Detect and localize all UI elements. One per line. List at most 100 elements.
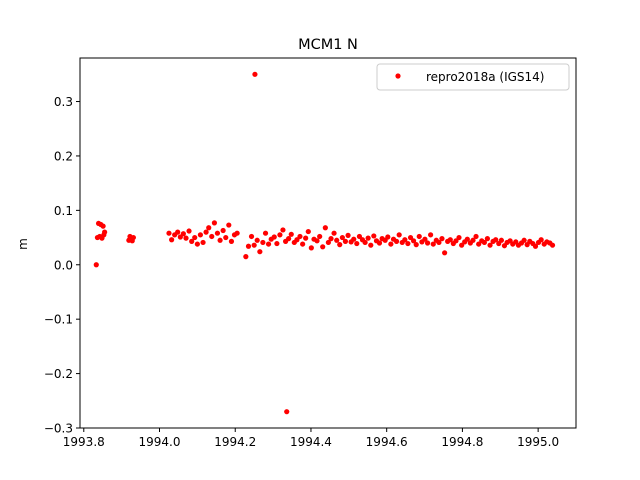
data-point	[337, 242, 343, 248]
data-point	[130, 234, 136, 241]
data-point	[214, 230, 221, 236]
x-tick-label: 1995.0	[517, 435, 559, 449]
x-tick-label: 1994.2	[214, 435, 256, 449]
x-axis-ticks: 1993.8 1994.0 1994.2 1994.4 1994.6 1994.8 1995…	[63, 428, 559, 449]
legend-label: repro2018a (IGS14)	[426, 70, 544, 84]
data-point	[288, 231, 294, 237]
data-point	[305, 228, 311, 235]
data-point	[393, 238, 400, 244]
data-point	[308, 245, 314, 251]
y-tick-label: 0.1	[54, 204, 73, 218]
data-point	[200, 239, 206, 246]
data-point	[424, 240, 431, 246]
plot-frame	[79, 57, 577, 429]
data-point	[371, 233, 377, 239]
data-point	[251, 242, 257, 248]
data-point	[453, 238, 459, 244]
data-point	[325, 239, 331, 246]
data-point	[407, 234, 414, 241]
data-point	[317, 233, 323, 240]
data-point	[303, 235, 309, 241]
data-point	[368, 242, 374, 248]
data-point	[257, 249, 263, 255]
data-point	[413, 242, 419, 248]
data-point	[342, 238, 349, 244]
data-point	[428, 232, 434, 238]
data-point	[487, 242, 493, 248]
data-point	[334, 237, 340, 243]
data-point	[228, 238, 235, 244]
data-point	[481, 239, 487, 246]
data-point	[356, 233, 363, 240]
y-tick-label: −0.1	[44, 313, 73, 327]
data-point	[300, 241, 306, 247]
data-point	[320, 244, 326, 250]
data-point	[271, 234, 277, 240]
data-point	[385, 234, 391, 240]
data-point	[388, 241, 394, 247]
data-point	[217, 237, 223, 243]
data-point	[439, 236, 445, 242]
data-point	[354, 240, 360, 247]
data-point	[260, 239, 266, 246]
data-point	[189, 238, 195, 244]
y-tick-label: −0.2	[44, 367, 73, 381]
data-point	[166, 230, 172, 236]
y-axis-ticks: −0.3 −0.2 −0.1 0.0 0.1 0.2 0.3	[44, 95, 80, 436]
data-point	[294, 237, 300, 243]
data-point	[476, 241, 482, 247]
data-point	[521, 237, 527, 243]
data-point	[422, 236, 428, 242]
data-point	[365, 235, 371, 241]
data-point	[252, 71, 258, 77]
data-point	[177, 234, 183, 240]
data-point	[254, 237, 260, 243]
data-point	[410, 238, 417, 244]
data-point	[376, 240, 383, 246]
x-tick-label: 1994.6	[366, 435, 408, 449]
y-tick-label: 0.2	[54, 149, 73, 163]
data-point	[265, 241, 272, 247]
data-point	[464, 236, 470, 242]
data-point	[211, 220, 218, 226]
data-point	[274, 240, 280, 247]
data-point	[314, 238, 320, 244]
y-tick-label: 0.0	[54, 258, 73, 272]
data-point	[459, 242, 465, 248]
x-tick-label: 1994.4	[290, 435, 332, 449]
data-point	[93, 262, 99, 268]
data-point	[209, 233, 215, 240]
data-point	[331, 230, 337, 236]
data-point	[484, 236, 490, 242]
data-point	[102, 229, 108, 235]
x-tick-label: 1993.8	[63, 435, 105, 449]
data-point	[234, 230, 240, 236]
data-point	[405, 240, 411, 247]
data-point	[286, 236, 292, 242]
chart-title: MCM1 N	[298, 37, 358, 53]
data-point	[416, 233, 422, 240]
data-point	[183, 235, 189, 241]
data-point	[194, 241, 200, 247]
data-point	[203, 229, 209, 235]
data-point	[297, 233, 303, 240]
data-point	[243, 254, 249, 260]
data-points	[93, 71, 556, 415]
data-point	[226, 222, 232, 228]
data-point	[442, 250, 448, 256]
data-point	[345, 232, 351, 238]
data-point	[223, 234, 229, 241]
data-point	[456, 234, 462, 241]
data-point	[186, 228, 192, 234]
data-point	[280, 227, 286, 233]
data-point	[339, 234, 345, 241]
y-tick-label: 0.3	[54, 95, 73, 109]
data-point	[100, 223, 106, 229]
data-point	[351, 236, 357, 242]
data-point	[245, 243, 252, 249]
data-point	[538, 237, 544, 243]
data-point	[402, 237, 408, 243]
data-point	[498, 237, 505, 243]
data-point	[447, 237, 453, 243]
